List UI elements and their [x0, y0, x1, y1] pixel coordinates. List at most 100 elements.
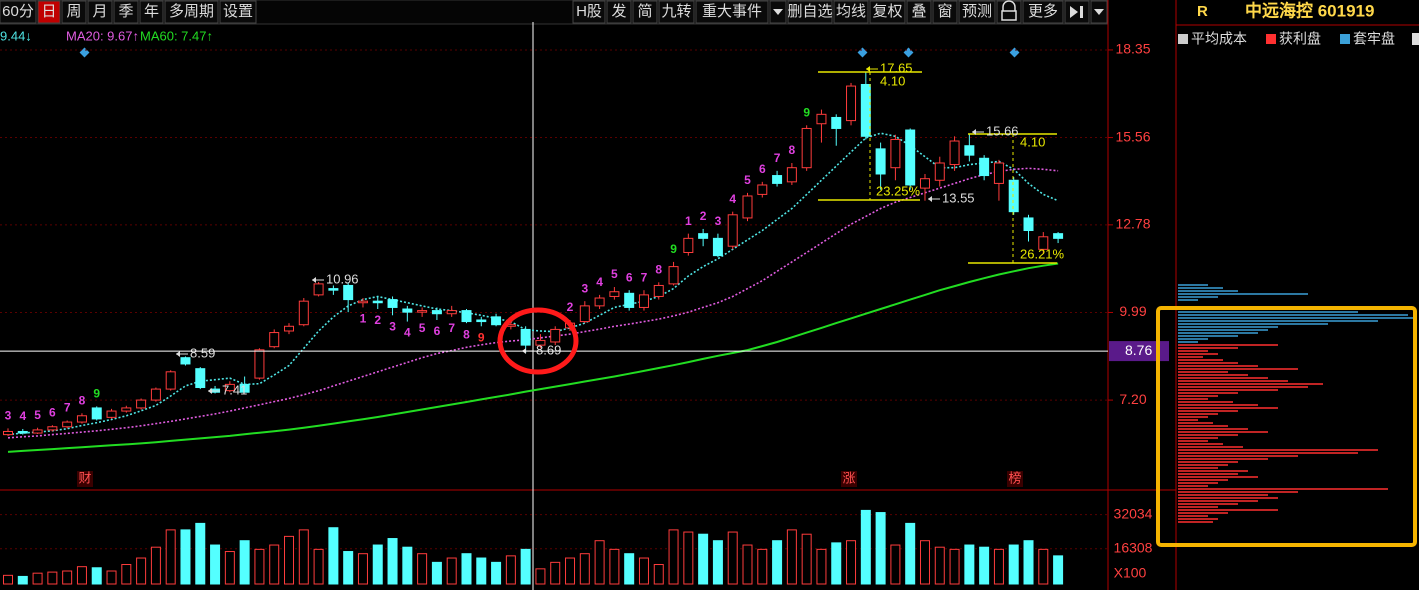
volume-bar	[698, 533, 709, 585]
ma-label: MA60: 7.47↑	[140, 28, 213, 43]
toolbar-label[interactable]: 窗	[937, 2, 952, 20]
dropdown-icon	[773, 9, 783, 15]
toolbar-button[interactable]	[61, 0, 87, 24]
volume-bar	[550, 561, 561, 585]
toolbar-label[interactable]: 简	[637, 3, 652, 20]
volume-bar	[653, 564, 664, 585]
td-count: 9	[803, 105, 810, 119]
toolbar-label[interactable]: 均线	[836, 3, 866, 20]
candle-body	[402, 308, 413, 313]
volume-bar	[638, 557, 649, 585]
toolbar-label[interactable]: 九转	[661, 3, 691, 20]
td-count: 4	[19, 409, 26, 423]
toolbar-button[interactable]	[0, 0, 37, 24]
y-tick-label: 32034	[1114, 505, 1153, 521]
event-tag-bg	[77, 471, 93, 487]
candle-body	[3, 430, 13, 436]
toolbar-label[interactable]: 预测	[962, 3, 992, 20]
toolbar-button[interactable]	[37, 0, 61, 24]
toolbar-label[interactable]: 更多	[1028, 3, 1058, 20]
toolbar-button[interactable]	[87, 0, 113, 24]
toolbar-label[interactable]: 删自选	[787, 3, 832, 20]
volume-bar	[491, 561, 502, 585]
candle-body	[875, 148, 886, 175]
event-tag[interactable]: 财	[78, 470, 91, 485]
toolbar-label[interactable]: 年	[144, 3, 159, 20]
candle-body	[535, 339, 546, 346]
toolbar-button[interactable]	[606, 0, 632, 24]
toolbar-button[interactable]	[219, 0, 257, 24]
toolbar-button[interactable]	[958, 0, 996, 24]
volume-bar	[180, 529, 191, 585]
volume-bar	[313, 548, 324, 585]
toolbar-label[interactable]: 重大事件	[702, 3, 762, 20]
volume-bar	[91, 567, 102, 585]
toolbar-label[interactable]: 叠	[911, 3, 926, 20]
td-count: 4	[729, 192, 736, 206]
toolbar-label[interactable]: 多周期	[169, 3, 214, 20]
volume-bar	[269, 544, 280, 585]
td-count: 6	[49, 405, 56, 419]
toolbar-button[interactable]	[906, 0, 932, 24]
toolbar-label[interactable]: 发	[611, 3, 626, 20]
toolbar-button[interactable]	[787, 0, 833, 24]
volume-bar	[816, 548, 827, 585]
event-tag[interactable]: 榜	[1008, 470, 1021, 485]
candle-body	[387, 299, 398, 308]
candle-body	[653, 284, 664, 297]
volume-bar	[890, 544, 901, 585]
toolbar-button[interactable]	[833, 0, 869, 24]
candle-body	[816, 113, 827, 125]
toolbar-label[interactable]: 季	[118, 3, 133, 20]
td-count: 8	[463, 327, 470, 341]
legend-icon	[1412, 33, 1419, 45]
volume-bar	[727, 531, 738, 585]
stock-name: 中远海控 601919	[1245, 0, 1374, 20]
toolbar-label[interactable]: 周	[66, 3, 81, 20]
candle-body	[180, 357, 191, 365]
toolbar-button[interactable]	[695, 0, 769, 24]
toolbar-button[interactable]	[1022, 0, 1064, 24]
y-tick-label: 7.20	[1119, 391, 1146, 407]
volume-bar	[860, 509, 871, 585]
toolbar-button[interactable]	[139, 0, 164, 24]
toolbar-button[interactable]	[113, 0, 139, 24]
toolbar-button[interactable]	[632, 0, 658, 24]
toolbar-button[interactable]	[932, 0, 958, 24]
event-tag[interactable]: 涨	[842, 470, 855, 485]
volume-bar	[32, 572, 43, 585]
candle-body	[668, 266, 679, 285]
candle-body	[91, 407, 102, 420]
toolbar-label[interactable]: 设置	[223, 3, 253, 20]
candle-body	[742, 195, 753, 219]
volume-bar	[1008, 544, 1019, 585]
candle-body	[417, 310, 428, 313]
td-count: 8	[789, 143, 796, 157]
toolbar-label[interactable]: 月	[92, 3, 107, 20]
volume-bar	[284, 535, 295, 585]
volume-bar	[742, 544, 753, 585]
toolbar-button[interactable]	[658, 0, 695, 24]
candle-body	[150, 388, 161, 401]
range-annotation: 23.25%	[876, 183, 921, 198]
volume-bar	[949, 548, 960, 585]
toolbar-label[interactable]: H股	[576, 3, 602, 20]
volume-bar	[1023, 540, 1034, 585]
toolbar-label[interactable]: 复权	[872, 2, 902, 20]
td-count: 1	[360, 312, 367, 326]
td-count: 2	[374, 313, 381, 327]
toolbar-label[interactable]: 60分	[2, 3, 34, 20]
toolbar-button[interactable]	[164, 0, 219, 24]
volume-bar	[594, 540, 605, 585]
candle-body	[254, 349, 265, 379]
legend-label: 获利盘	[1279, 31, 1321, 47]
volume-unit: X100	[1114, 565, 1147, 581]
candle-body	[594, 297, 605, 307]
td-count: 5	[611, 267, 618, 281]
td-count: 9	[478, 330, 485, 344]
candle-body	[313, 283, 324, 296]
toolbar-label[interactable]: 日	[41, 3, 56, 20]
ma-line	[7, 167, 1059, 439]
toolbar-button[interactable]	[869, 0, 906, 24]
toolbar-button[interactable]	[572, 0, 606, 24]
